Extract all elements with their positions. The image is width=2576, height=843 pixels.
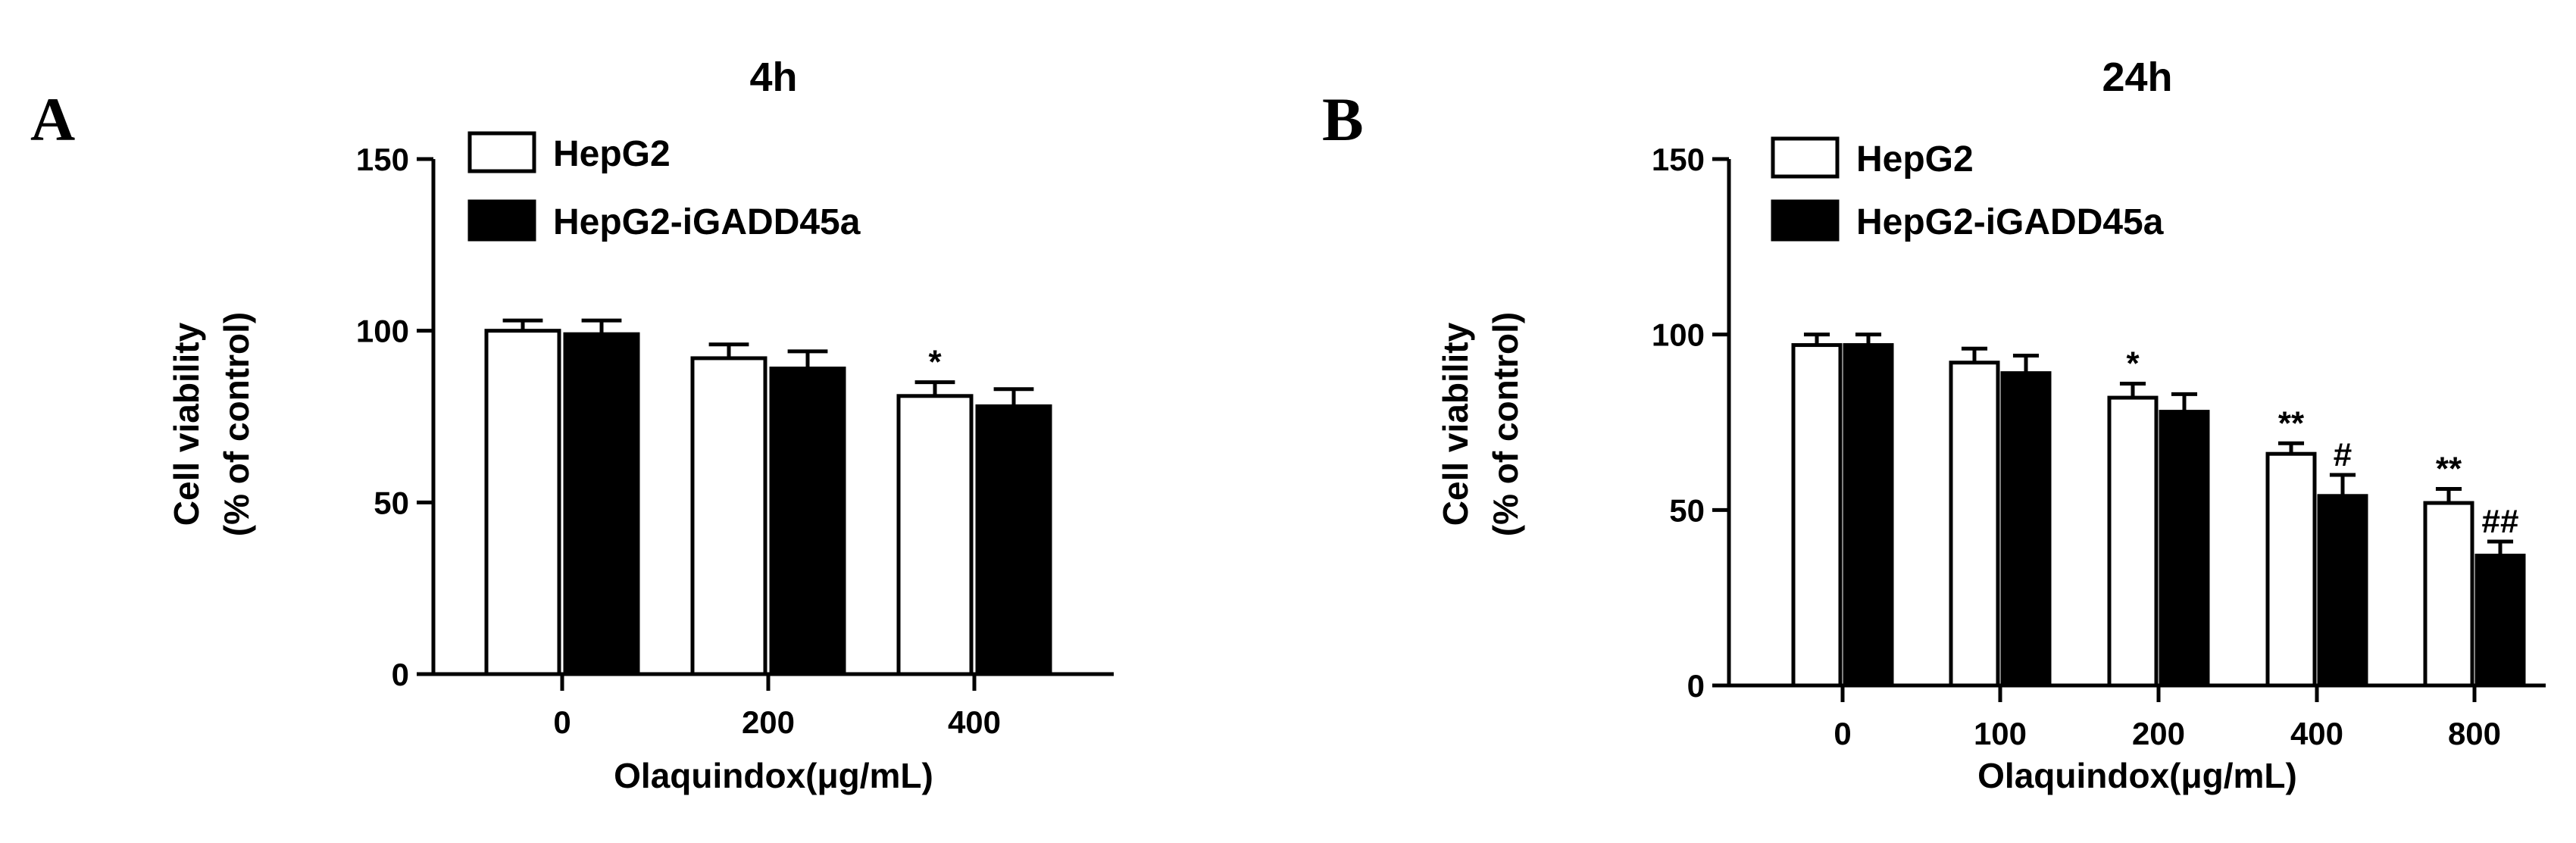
- significance-marker: *: [928, 344, 942, 381]
- significance-marker: *: [2126, 345, 2140, 382]
- bar-hepg2-igadd45a: [1843, 343, 1894, 688]
- significance-marker: ##: [2482, 503, 2519, 540]
- y-axis-label: Cell viability: [1436, 322, 1475, 526]
- legend-swatch: [1771, 136, 1840, 179]
- chart-title: 4h: [749, 55, 797, 100]
- bar-hepg2-igadd45a: [563, 332, 640, 676]
- x-tick-label: 400: [2290, 716, 2343, 751]
- legend-swatch: [467, 199, 536, 242]
- legend-label: HepG2-iGADD45a: [553, 202, 861, 242]
- bar-hepg2-igadd45a: [2317, 494, 2368, 688]
- y-axis-label: Cell viability: [167, 322, 206, 526]
- y-tick-label: 150: [1652, 142, 1705, 177]
- legend-swatch: [1771, 199, 1840, 242]
- chart-title: 24h: [2102, 55, 2172, 100]
- chart-panel-b: B 24h 0 50 100 150 0 100 200 400 800 Cell viability…: [1322, 55, 2546, 795]
- bar-hepg2: [896, 394, 974, 676]
- bar-hepg2-igadd45a: [769, 367, 846, 676]
- panel-label: B: [1322, 85, 1364, 154]
- legend-label: HepG2: [1856, 139, 1974, 180]
- y-tick-label: 100: [356, 314, 409, 349]
- x-tick-label: 100: [1974, 716, 2027, 751]
- significance-marker: **: [2436, 451, 2462, 488]
- bar-hepg2: [2107, 395, 2159, 688]
- bar-hepg2: [484, 329, 561, 676]
- y-axis-label: (% of control): [1486, 312, 1525, 536]
- bar-hepg2: [690, 356, 767, 676]
- x-axis-label: Olaquindox(μg/mL): [1977, 756, 2297, 795]
- panel-label: A: [30, 85, 75, 154]
- significance-marker: **: [2278, 404, 2305, 442]
- legend-label: HepG2: [553, 134, 671, 174]
- chart-panel-a: A 4h 0 50 100 150 0 200 400 Cell viability (% of c…: [30, 55, 1114, 795]
- y-axis-label: (% of control): [217, 312, 256, 536]
- y-tick-label: 50: [374, 485, 409, 520]
- x-axis-label: Olaquindox(μg/mL): [614, 756, 933, 795]
- bar-hepg2: [2265, 451, 2317, 688]
- significance-marker: #: [2334, 436, 2352, 473]
- y-tick-label: 100: [1652, 317, 1705, 353]
- legend-label: HepG2-iGADD45a: [1856, 202, 2164, 242]
- bar-hepg2-igadd45a: [975, 404, 1052, 676]
- y-tick-label: 150: [356, 142, 409, 177]
- y-tick-label: 50: [1669, 492, 1705, 528]
- bar-hepg2: [1791, 343, 1843, 688]
- bar-hepg2-igadd45a: [2474, 554, 2526, 688]
- x-tick-label: 0: [1834, 716, 1851, 751]
- bar-hepg2: [1949, 361, 2000, 688]
- legend-swatch: [467, 131, 536, 173]
- x-tick-label: 800: [2448, 716, 2501, 751]
- bar-hepg2-igadd45a: [2159, 410, 2210, 688]
- y-tick-label: 0: [392, 657, 409, 692]
- x-tick-label: 400: [948, 704, 1001, 740]
- x-tick-label: 200: [2132, 716, 2185, 751]
- x-tick-label: 200: [742, 704, 795, 740]
- bar-hepg2-igadd45a: [2000, 371, 2052, 688]
- x-tick-label: 0: [553, 704, 571, 740]
- y-tick-label: 0: [1687, 668, 1705, 704]
- bar-hepg2: [2423, 501, 2474, 688]
